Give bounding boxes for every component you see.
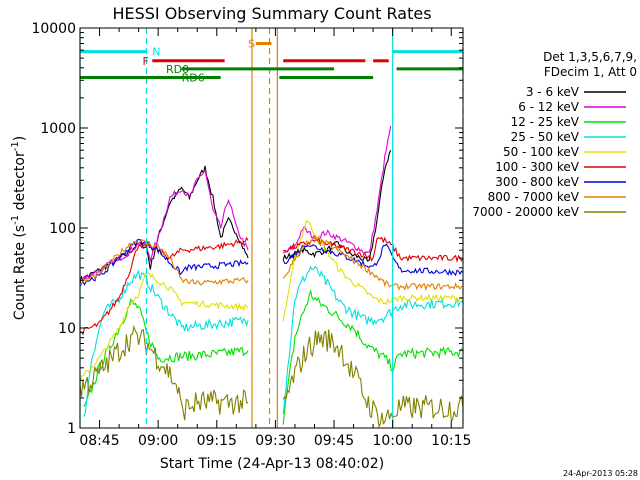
- y-tick-label: 1: [67, 421, 76, 437]
- x-tick-label: 10:15: [431, 433, 471, 449]
- legend-label: 3 - 6 keV: [526, 85, 580, 99]
- flag-label: RD0: [166, 63, 189, 76]
- series-line-segment-2: [282, 243, 463, 277]
- y-tick-label: 1000: [40, 121, 76, 137]
- series-group: [80, 125, 463, 428]
- series-line-segment-1: [80, 239, 249, 286]
- series-line-segment-2: [282, 219, 463, 322]
- x-axis: 08:45 09:00 09:15 09:30 09:45 10:00 10:15: [79, 28, 471, 449]
- y-tick-label: 10000: [31, 21, 76, 37]
- series-line-segment-1: [80, 236, 249, 336]
- series-line-segment-1: [80, 238, 249, 287]
- series-line-segment-1: [80, 168, 249, 281]
- series-line-segment-1: [83, 269, 249, 417]
- legend-label: 7000 - 20000 keV: [472, 205, 579, 219]
- data-gap: [250, 28, 282, 428]
- legend-label: 300 - 800 keV: [495, 175, 579, 189]
- y-axis: 1 10 100 1000 10000: [31, 21, 463, 437]
- legend-label: 50 - 100 keV: [503, 145, 580, 159]
- legend-header-line2: FDecim 1, Att 0: [544, 65, 637, 79]
- legend-label: 100 - 300 keV: [495, 160, 579, 174]
- chart-title: HESSI Observing Summary Count Rates: [112, 4, 431, 23]
- series-line-segment-2: [282, 125, 392, 255]
- x-tick-label: 08:45: [79, 433, 119, 449]
- legend-label: 25 - 50 keV: [511, 130, 580, 144]
- x-tick-label: 09:15: [197, 433, 237, 449]
- legend-label: 6 - 12 keV: [518, 100, 580, 114]
- legend: Det 1,3,5,6,7,9, FDecim 1, Att 0 3 - 6 k…: [472, 50, 637, 219]
- flag-label: RD6: [182, 71, 205, 84]
- series-line-segment-2: [282, 237, 463, 292]
- x-tick-label: 09:30: [255, 433, 295, 449]
- series-line-segment-2: [282, 265, 463, 415]
- series-line-segment-1: [80, 271, 249, 383]
- x-tick-label: 10:00: [372, 433, 412, 449]
- flag-label: S: [248, 37, 255, 50]
- x-tick-label: 09:00: [138, 433, 178, 449]
- x-axis-label: Start Time (24-Apr-13 08:40:02): [160, 456, 384, 472]
- series-line-segment-2: [282, 288, 463, 425]
- series-line-segment-2: [282, 329, 463, 428]
- x-tick-label: 09:45: [314, 433, 354, 449]
- series-line-segment-1: [83, 298, 249, 407]
- y-tick-label: 100: [49, 221, 76, 237]
- legend-label: 12 - 25 keV: [511, 115, 580, 129]
- series-line-segment-2: [283, 236, 463, 264]
- flag-label: F: [143, 55, 149, 68]
- flag-label: N: [152, 46, 160, 59]
- timestamp: 24-Apr-2013 05:28: [563, 469, 638, 478]
- legend-label: 800 - 7000 keV: [488, 190, 580, 204]
- y-axis-label: Count Rate (s-1 detector-1): [10, 136, 28, 320]
- gap-region: [250, 28, 282, 428]
- y-tick-label: 10: [58, 321, 76, 337]
- legend-header-line1: Det 1,3,5,6,7,9,: [543, 50, 637, 64]
- series-line-segment-1: [80, 324, 249, 421]
